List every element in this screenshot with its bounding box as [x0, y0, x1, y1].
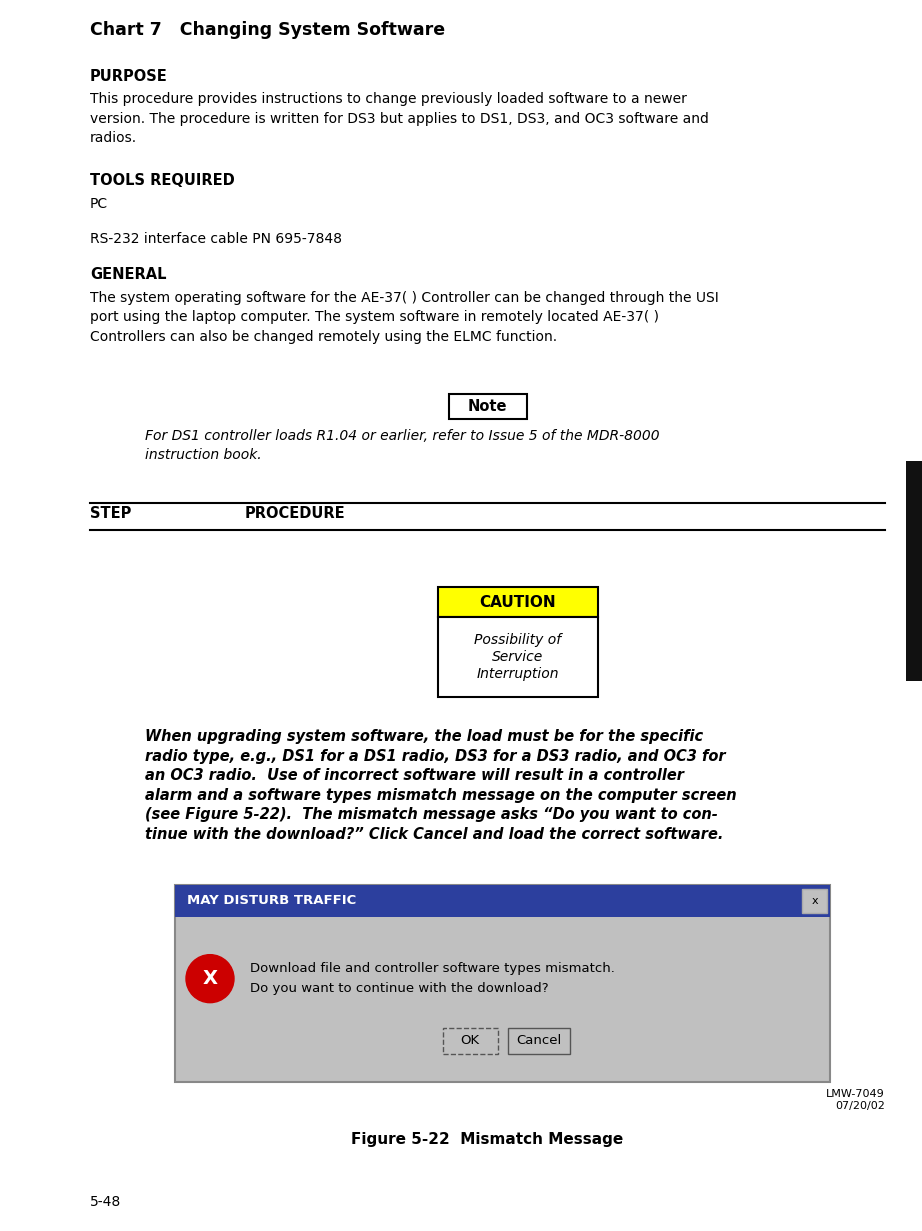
Text: MAY DISTURB TRAFFIC: MAY DISTURB TRAFFIC	[187, 894, 356, 907]
Text: Download file and controller software types mismatch.: Download file and controller software ty…	[250, 961, 615, 975]
Text: radios.: radios.	[90, 132, 137, 145]
Text: When upgrading system software, the load must be for the specific: When upgrading system software, the load…	[145, 729, 703, 745]
Text: tinue with the download?” Click Cancel and load the correct software.: tinue with the download?” Click Cancel a…	[145, 827, 724, 842]
Bar	[906, 460, 922, 681]
Text: STEP: STEP	[90, 506, 131, 521]
Text: Possibility of: Possibility of	[474, 633, 561, 648]
Text: Chart 7   Changing System Software: Chart 7 Changing System Software	[90, 21, 445, 39]
Text: Service: Service	[491, 650, 543, 665]
Bar	[507, 1028, 570, 1054]
Text: RS-232 interface cable PN 695-7848: RS-232 interface cable PN 695-7848	[90, 231, 342, 246]
Text: port using the laptop computer. The system software in remotely located AE-37( ): port using the laptop computer. The syst…	[90, 310, 659, 324]
Text: CAUTION: CAUTION	[479, 595, 556, 609]
Bar	[802, 889, 827, 912]
Text: Note: Note	[467, 399, 507, 414]
Text: The system operating software for the AE-37( ) Controller can be changed through: The system operating software for the AE…	[90, 291, 719, 304]
Text: PROCEDURE: PROCEDURE	[245, 506, 346, 521]
Text: For DS1 controller loads R1.04 or earlier, refer to Issue 5 of the MDR-8000: For DS1 controller loads R1.04 or earlie…	[145, 428, 659, 443]
Bar	[175, 885, 830, 1082]
FancyBboxPatch shape	[448, 394, 526, 419]
Text: PURPOSE: PURPOSE	[90, 69, 168, 84]
Text: GENERAL: GENERAL	[90, 267, 167, 282]
Text: version. The procedure is written for DS3 but applies to DS1, DS3, and OC3 softw: version. The procedure is written for DS…	[90, 112, 709, 126]
Text: Figure 5-22  Mismatch Message: Figure 5-22 Mismatch Message	[351, 1133, 623, 1147]
Text: instruction book.: instruction book.	[145, 448, 262, 462]
Text: radio type, e.g., DS1 for a DS1 radio, DS3 for a DS3 radio, and OC3 for: radio type, e.g., DS1 for a DS1 radio, D…	[145, 748, 726, 763]
Text: 5-48: 5-48	[90, 1195, 122, 1209]
Text: Do you want to continue with the download?: Do you want to continue with the downloa…	[250, 982, 549, 995]
Circle shape	[186, 955, 234, 1003]
Text: PC: PC	[90, 197, 108, 211]
Bar	[438, 587, 597, 617]
Text: Controllers can also be changed remotely using the ELMC function.: Controllers can also be changed remotely…	[90, 330, 557, 343]
Text: OK: OK	[460, 1034, 479, 1048]
Text: LMW-7049
07/20/02: LMW-7049 07/20/02	[826, 1089, 885, 1112]
Text: (see Figure 5-22).  The mismatch message asks “Do you want to con-: (see Figure 5-22). The mismatch message …	[145, 808, 718, 822]
Bar	[438, 617, 597, 697]
Text: Interruption: Interruption	[477, 667, 559, 681]
Text: X: X	[203, 969, 218, 988]
Bar	[175, 885, 830, 917]
Text: TOOLS REQUIRED: TOOLS REQUIRED	[90, 174, 235, 188]
Text: x: x	[811, 896, 818, 906]
Text: alarm and a software types mismatch message on the computer screen: alarm and a software types mismatch mess…	[145, 788, 737, 803]
Text: an OC3 radio.  Use of incorrect software will result in a controller: an OC3 radio. Use of incorrect software …	[145, 768, 684, 783]
Text: This procedure provides instructions to change previously loaded software to a n: This procedure provides instructions to …	[90, 92, 687, 106]
Text: Cancel: Cancel	[516, 1034, 561, 1048]
Bar	[443, 1028, 498, 1054]
